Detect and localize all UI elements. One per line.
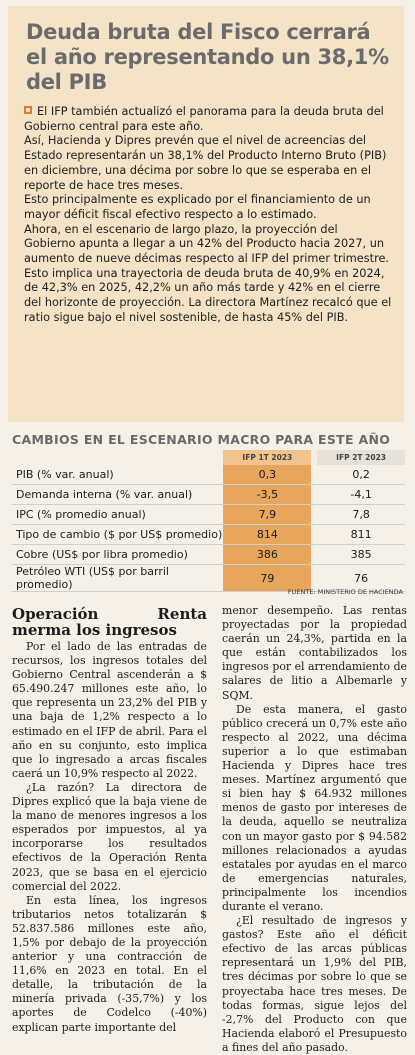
table-row: Cobre (US$ por libra promedio) 386 385 — [12, 544, 405, 565]
table-row: Demanda interna (% var. anual) -3,5 -4,1 — [12, 484, 405, 505]
table-title: CAMBIOS EN EL ESCENARIO MACRO PARA ESTE … — [12, 432, 391, 447]
row-label: Cobre (US$ por libra promedio) — [12, 544, 224, 565]
row-label: IPC (% promedio anual) — [12, 504, 224, 525]
value-1t: 386 — [223, 544, 312, 565]
value-2t: 76 — [317, 564, 405, 592]
bullet-icon — [24, 106, 32, 114]
article-subhead: Operación Renta merma los ingresos — [12, 605, 207, 639]
value-2t: 811 — [317, 524, 405, 545]
table-row: PIB (% var. anual) 0,3 0,2 — [12, 465, 405, 485]
article-paragraph: En esta línea, los ingresos tributarios … — [12, 893, 207, 1034]
row-label: Demanda interna (% var. anual) — [12, 484, 224, 505]
article-column-left: Operación Renta merma los ingresos Por e… — [12, 606, 207, 1035]
table-row: Tipo de cambio ($ por US$ promedio) 814 … — [12, 524, 405, 545]
macro-table: IFP 1T 2023 IFP 2T 2023 PIB (% var. anua… — [12, 450, 405, 592]
box-paragraph: Esto implica una trayectoria de deuda br… — [24, 266, 392, 324]
box-body: El IFP también actualizó el panorama par… — [20, 105, 392, 326]
value-1t: 814 — [223, 524, 312, 545]
article-column-right: menor desempeño. Las rentas proyectadas … — [222, 604, 407, 1055]
row-label: Tipo de cambio ($ por US$ promedio) — [12, 524, 224, 545]
value-2t: -4,1 — [317, 484, 405, 505]
box-paragraph: Esto principalmente es explicado por el … — [24, 193, 371, 221]
row-label: Petróleo WTI (US$ por barril promedio) — [12, 564, 224, 592]
value-1t: 79 — [223, 564, 312, 592]
article-paragraph: Por el lado de las entradas de recursos,… — [12, 640, 207, 780]
value-2t: 0,2 — [317, 465, 405, 485]
article-paragraph: ¿El resultado de ingresos y gastos? Este… — [222, 914, 407, 1054]
box-paragraph: El IFP también actualizó el panorama par… — [24, 105, 384, 133]
box-paragraph: Ahora, en el escenario de largo plazo, l… — [24, 222, 390, 266]
table-source: FUENTE: MINISTERIO DE HACIENDA — [287, 588, 403, 596]
value-2t: 7,8 — [317, 504, 405, 525]
article-paragraph: De esta manera, el gasto público crecerá… — [222, 702, 407, 913]
box-paragraph: Así, Hacienda y Dipres prevén que el niv… — [24, 134, 387, 192]
row-label: PIB (% var. anual) — [12, 465, 224, 485]
value-1t: 0,3 — [223, 465, 312, 485]
col-header-ifp-2t: IFP 2T 2023 — [317, 450, 405, 465]
article-paragraph: menor desempeño. Las rentas proyectadas … — [222, 604, 407, 702]
col-header-ifp-1t: IFP 1T 2023 — [223, 450, 312, 465]
article-paragraph: ¿La razón? La directora de Dipres explic… — [12, 780, 207, 893]
value-1t: -3,5 — [223, 484, 312, 505]
table-row: IPC (% promedio anual) 7,9 7,8 — [12, 504, 405, 525]
value-1t: 7,9 — [223, 504, 312, 525]
value-2t: 385 — [317, 544, 405, 565]
box-title: Deuda bruta del Fisco cerrará el año rep… — [26, 20, 389, 94]
table-row: Petróleo WTI (US$ por barril promedio) 7… — [12, 564, 405, 592]
debt-sidebar-box: Deuda bruta del Fisco cerrará el año rep… — [8, 6, 404, 422]
